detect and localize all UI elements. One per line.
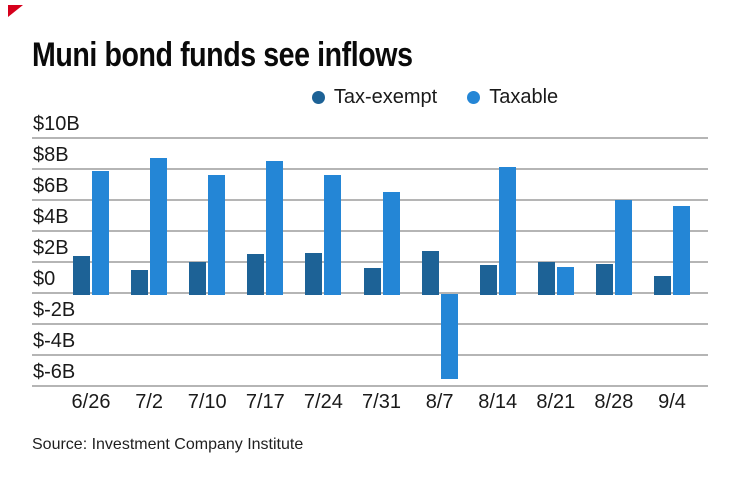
tax-exempt-bar-7-17: [247, 254, 265, 295]
page-title: Muni bond funds see inflows: [32, 36, 413, 74]
gridline: [32, 385, 708, 387]
tax-exempt-bar-7-2: [131, 269, 149, 295]
gridline: [32, 168, 708, 170]
taxable-bar-9-4: [673, 206, 690, 295]
legend-label-taxable: Taxable: [489, 86, 559, 108]
legend-label-tax-exempt: Tax-exempt: [333, 86, 438, 108]
tax-exempt-bar-8-28: [595, 263, 613, 295]
tax-exempt-bar-7-10: [189, 262, 207, 295]
tax-exempt-dot-icon: [311, 91, 325, 104]
x-axis-tick-label: 7/10: [187, 391, 227, 413]
taxable-bar-7-10: [208, 175, 226, 295]
gridline: [32, 137, 708, 139]
x-axis-tick-label: 7/24: [303, 391, 343, 413]
tax-exempt-bar-6-26: [73, 255, 90, 295]
legend-item-tax-exempt: Tax-exempt: [311, 86, 438, 109]
taxable-bar-7-2: [150, 158, 168, 295]
gridline: [32, 354, 708, 356]
x-axis-tick-label: 7/17: [245, 391, 285, 413]
y-axis-tick-label: $4B: [33, 206, 69, 228]
tax-exempt-bar-7-31: [363, 268, 381, 295]
x-axis-tick-label: 8/21: [536, 391, 576, 413]
x-axis-tick-label: 8/7: [425, 391, 454, 413]
y-axis-tick-label: $6B: [33, 175, 69, 197]
y-axis-tick-label: $-4B: [33, 330, 76, 352]
x-axis-tick-label: 8/14: [478, 391, 518, 413]
taxable-dot-icon: [467, 91, 481, 104]
y-axis-tick-label: $8B: [33, 144, 69, 166]
y-axis-tick-label: $0: [33, 268, 56, 290]
y-axis-tick-label: $-6B: [33, 361, 76, 383]
taxable-bar-7-24: [324, 175, 342, 295]
x-axis-tick-label: 7/31: [362, 391, 401, 413]
x-axis-tick-label: 7/2: [135, 391, 163, 413]
gridline: [32, 261, 708, 263]
chart-legend: Tax-exempt Taxable: [0, 86, 740, 109]
y-axis-tick-label: $-2B: [33, 299, 76, 321]
tax-exempt-bar-8-7: [421, 251, 439, 295]
tax-exempt-bar-8-21: [537, 262, 555, 295]
taxable-bar-8-14: [498, 167, 516, 295]
taxable-bar-8-7: [440, 294, 458, 380]
tax-exempt-bar-8-14: [479, 265, 497, 295]
gridline: [32, 230, 708, 232]
source-note: Source: Investment Company Institute: [32, 436, 304, 453]
tax-exempt-bar-9-4: [654, 275, 671, 295]
y-axis-tick-label: $10B: [33, 113, 80, 135]
gridline: [32, 199, 708, 201]
legend-item-taxable: Taxable: [467, 86, 558, 109]
x-axis-tick-label: 8/28: [594, 391, 634, 413]
taxable-bar-8-28: [614, 200, 632, 295]
x-axis-tick-label: 9/4: [658, 391, 686, 413]
gridline: [32, 323, 708, 325]
tax-exempt-bar-7-24: [305, 252, 323, 295]
taxable-bar-7-31: [382, 192, 400, 295]
brand-corner-mark-icon: [8, 5, 23, 17]
taxable-bar-6-26: [92, 170, 109, 295]
taxable-bar-7-17: [266, 161, 284, 295]
taxable-bar-8-21: [556, 266, 574, 295]
y-axis-tick-label: $2B: [33, 237, 69, 259]
x-axis-tick-label: 6/26: [71, 391, 111, 413]
